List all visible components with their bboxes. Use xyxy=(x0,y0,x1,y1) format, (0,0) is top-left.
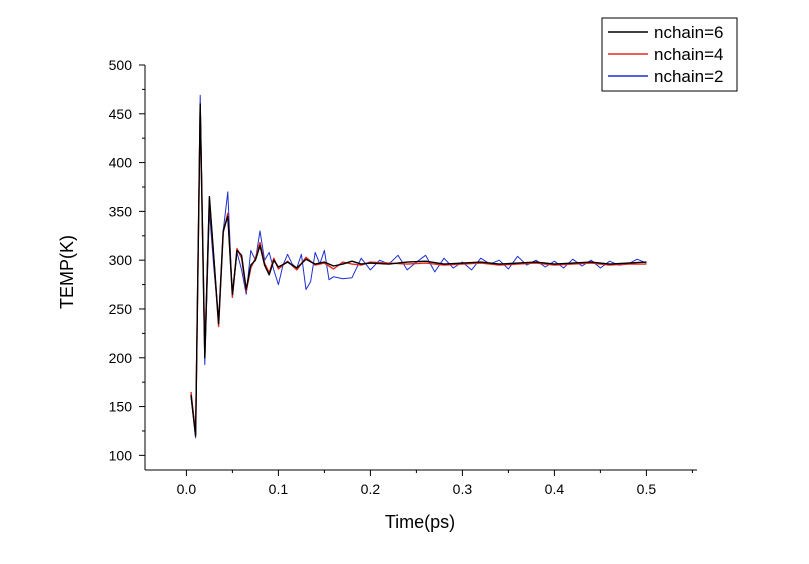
x-tick-label: 0.1 xyxy=(269,481,289,497)
series-line-nchain-6 xyxy=(190,103,647,437)
legend-label: nchain=4 xyxy=(654,45,723,64)
x-tick-label: 0.0 xyxy=(177,481,197,497)
y-tick-label: 450 xyxy=(109,106,133,122)
series-line-nchain-4 xyxy=(190,108,647,435)
y-tick-label: 150 xyxy=(109,399,133,415)
chart-axes: 100 150 200 250 300 350 400 450 500 0.0 0.1 0.2 0.3 0… xyxy=(109,57,697,497)
x-axis-title: Time(ps) xyxy=(385,512,455,532)
y-axis-title: TEMP(K) xyxy=(57,235,77,309)
chart-legend: nchain=6 nchain=4 nchain=2 xyxy=(601,17,738,92)
y-tick-label: 200 xyxy=(109,350,133,366)
plot-area xyxy=(190,94,647,439)
y-tick-label: 400 xyxy=(109,155,133,171)
series-line-nchain-2 xyxy=(190,94,647,439)
legend-label: nchain=2 xyxy=(654,67,723,86)
y-tick-label: 300 xyxy=(109,252,133,268)
x-tick-label: 0.2 xyxy=(361,481,381,497)
y-tick-label: 250 xyxy=(109,301,133,317)
x-tick-label: 0.4 xyxy=(545,481,565,497)
y-tick-label: 100 xyxy=(109,447,133,463)
x-tick-label: 0.3 xyxy=(453,481,473,497)
y-tick-label: 500 xyxy=(109,57,133,73)
legend-label: nchain=6 xyxy=(654,23,723,42)
x-tick-label: 0.5 xyxy=(637,481,657,497)
y-tick-label: 350 xyxy=(109,203,133,219)
